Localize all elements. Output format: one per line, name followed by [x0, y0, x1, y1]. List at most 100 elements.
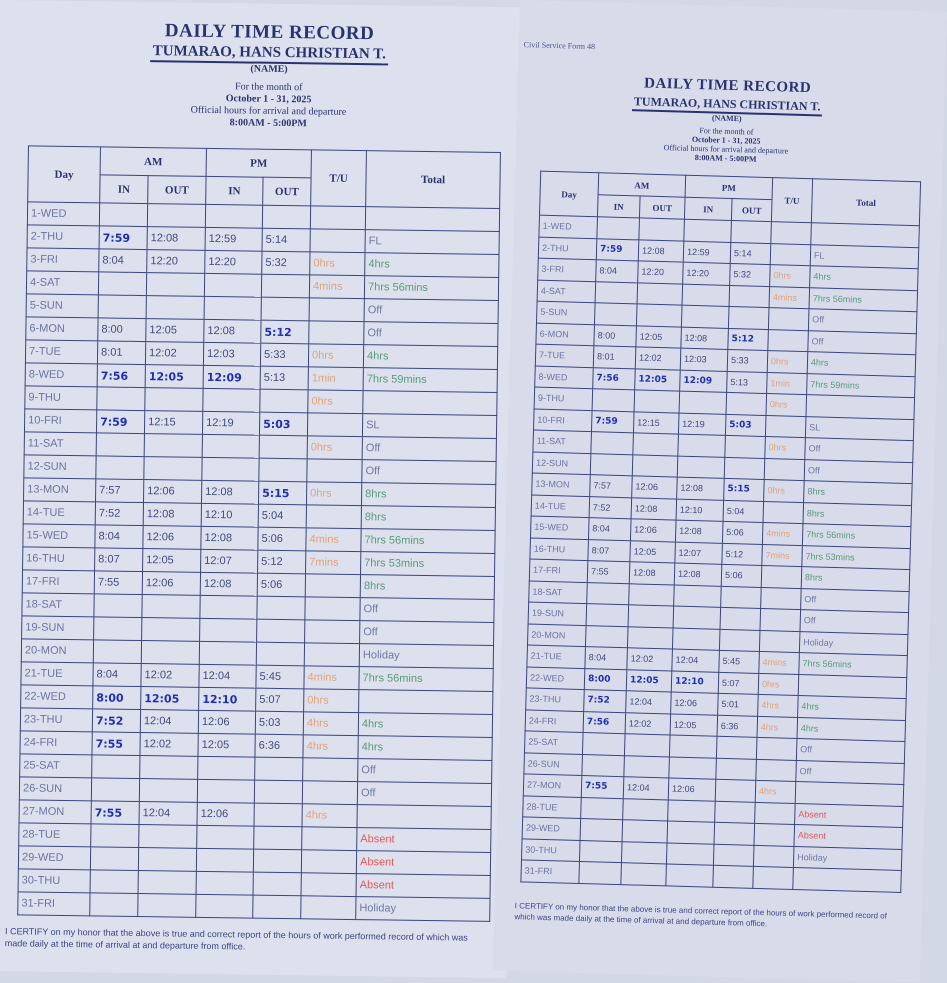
cell-am-out: [621, 841, 668, 864]
cell-pm-out: 5:45: [718, 650, 760, 673]
cell-am-in: 8:04: [595, 259, 639, 283]
cell-am-out: 12:05: [635, 325, 682, 349]
cell-am-out: [138, 847, 197, 872]
cell-am-out: 12:05: [145, 318, 205, 343]
cell-am-out: [620, 862, 667, 886]
cell-total: 7hrs 53mins: [360, 551, 495, 577]
cell-total: Absent: [793, 824, 903, 849]
cell-pm-out: [724, 435, 766, 459]
cell-pm-in: 12:08: [675, 520, 724, 543]
cell-pm-out: 5:06: [721, 564, 762, 587]
cell-pm-out: 5:06: [257, 527, 307, 551]
cell-tu: [756, 737, 797, 761]
cell-pm-in: 12:07: [674, 541, 723, 565]
cell-tu: [307, 412, 363, 437]
cell-tu: [760, 586, 802, 610]
cell-pm-in: 12:08: [201, 480, 259, 505]
col-header-am: AM: [100, 146, 207, 177]
cell-total: Off: [359, 597, 495, 623]
cell-am-out: [144, 433, 203, 458]
cell-am-in: 7:52: [589, 496, 632, 519]
cell-pm-in: 12:59: [205, 227, 263, 252]
cell-pm-in: [681, 305, 730, 328]
cell-total: Off: [362, 436, 497, 462]
cell-am-in: [592, 388, 635, 412]
cell-am-out: 12:04: [625, 690, 672, 714]
cell-day: 12-SUN: [532, 451, 591, 475]
cell-day: 29-WED: [18, 845, 91, 870]
cell-tu: [770, 221, 812, 245]
cell-pm-in: [666, 842, 715, 866]
cell-tu: 0hrs: [758, 672, 799, 696]
cell-total: Off: [795, 760, 905, 785]
cell-day: 15-WED: [22, 523, 96, 548]
cell-total: 7hrs 56mins: [360, 528, 496, 554]
cell-day: 10-FRI: [533, 408, 593, 432]
cell-am-in: [98, 294, 147, 319]
cell-pm-out: [254, 780, 303, 804]
cell-am-in: [596, 216, 640, 240]
cell-tu: [310, 205, 366, 230]
cell-am-in: 7:55: [91, 800, 140, 825]
col-header-am-in: IN: [597, 194, 641, 218]
cell-am-out: [141, 617, 200, 642]
cell-total: [810, 222, 920, 248]
cell-tu: 4hrs: [302, 803, 358, 828]
cell-pm-in: 12:06: [668, 777, 716, 801]
cell-total: Holiday: [359, 643, 494, 669]
cell-pm-in: [673, 606, 721, 629]
cell-day: 10-FRI: [24, 408, 97, 433]
cell-pm-in: [196, 848, 254, 873]
cell-total: 7hrs 56mins: [798, 652, 908, 678]
cell-pm-out: 5:13: [726, 370, 768, 394]
cell-pm-out: 5:14: [262, 228, 311, 252]
cell-tu: 0hrs: [763, 479, 805, 503]
cell-am-in: 8:04: [92, 662, 142, 687]
cell-am-out: [632, 432, 679, 456]
cell-pm-in: [202, 434, 260, 459]
cell-total: Absent: [356, 850, 491, 876]
cell-am-in: [578, 861, 622, 885]
cell-am-in: 7:55: [94, 570, 143, 595]
cell-tu: [302, 780, 358, 805]
cell-pm-in: 12:05: [197, 733, 256, 758]
cell-pm-out: [253, 826, 303, 850]
cell-pm-out: [256, 596, 306, 620]
cell-am-in: [582, 732, 626, 756]
col-header-am: AM: [598, 172, 686, 198]
col-header-day: Day: [539, 171, 599, 217]
cell-pm-out: [712, 865, 754, 888]
cell-tu: 4mins: [769, 286, 810, 309]
cell-pm-in: [677, 455, 725, 479]
cell-pm-out: [259, 435, 308, 459]
cell-am-out: [143, 456, 203, 481]
cell-tu: 4mins: [309, 274, 365, 299]
cell-am-out: [146, 272, 205, 297]
cell-am-in: 7:59: [591, 410, 635, 433]
cell-am-in: [585, 625, 629, 648]
cell-am-in: [90, 869, 139, 894]
cell-am-out: 12:02: [625, 712, 671, 735]
cell-total: 8hrs: [361, 505, 496, 531]
cell-day: 26-SUN: [19, 776, 92, 801]
cell-total: 8hrs: [803, 480, 913, 506]
cell-am-out: 12:05: [145, 364, 204, 389]
cell-tu: 4hrs: [755, 780, 796, 803]
cell-day: 20-MON: [527, 623, 587, 647]
cell-pm-in: [199, 618, 257, 643]
cell-am-out: [636, 303, 683, 327]
cell-pm-out: [728, 306, 770, 330]
cell-pm-out: [719, 628, 761, 652]
cell-am-out: [622, 819, 668, 843]
cell-tu: [302, 757, 358, 782]
cell-total: FL: [810, 244, 919, 269]
cell-total: [357, 804, 492, 830]
cell-tu: 0hrs: [307, 389, 364, 414]
dtr-title: DAILY TIME RECORD: [164, 20, 375, 45]
cell-am-in: 8:01: [97, 340, 146, 365]
cell-pm-out: 5:32: [729, 263, 771, 287]
col-header-pm-in: IN: [205, 176, 264, 206]
cell-pm-in: 12:04: [671, 649, 720, 672]
col-header-total: Total: [365, 150, 501, 209]
cell-am-out: 12:06: [631, 475, 678, 499]
